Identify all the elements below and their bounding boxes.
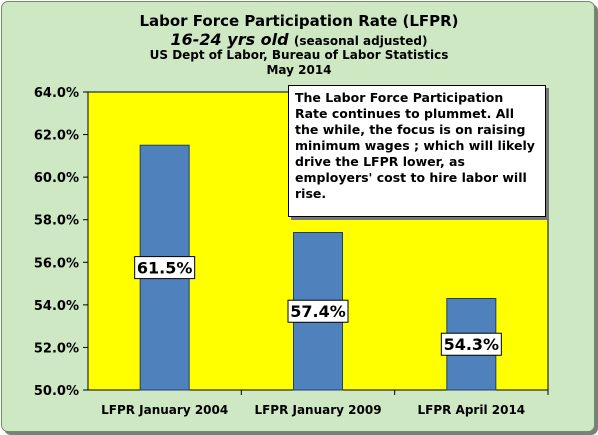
y-tick-label: 62.0%: [34, 129, 79, 144]
x-tick-label: LFPR January 2009: [254, 403, 381, 417]
y-tick-label: 50.0%: [34, 384, 79, 399]
subtitle-age-range: 16-24 yrs old: [170, 30, 289, 49]
x-tick-label: LFPR January 2004: [101, 403, 228, 417]
data-label: 54.3%: [444, 335, 500, 354]
data-label: 57.4%: [290, 302, 346, 321]
data-label-box: [287, 299, 349, 323]
chart-title: Labor Force Participation Rate (LFPR): [139, 12, 459, 30]
data-label-box: [440, 332, 502, 356]
data-label-box: [134, 256, 196, 280]
data-label: 61.5%: [137, 259, 193, 278]
y-tick-label: 56.0%: [34, 256, 79, 271]
chart-date: May 2014: [266, 63, 332, 77]
chart-source: US Dept of Labor, Bureau of Labor Statis…: [149, 48, 449, 62]
y-tick-label: 58.0%: [34, 214, 79, 229]
chart-subtitle: 16-24 yrs old (seasonal adjusted): [0, 30, 598, 49]
y-tick-label: 52.0%: [34, 341, 79, 356]
y-tick-label: 60.0%: [34, 171, 79, 186]
annotation-box: The Labor Force Participation Rate conti…: [288, 85, 546, 217]
subtitle-adjustment: (seasonal adjusted): [293, 34, 428, 48]
y-tick-label: 64.0%: [34, 86, 79, 101]
x-tick-label: LFPR April 2014: [418, 403, 526, 417]
y-tick-label: 54.0%: [34, 299, 79, 314]
